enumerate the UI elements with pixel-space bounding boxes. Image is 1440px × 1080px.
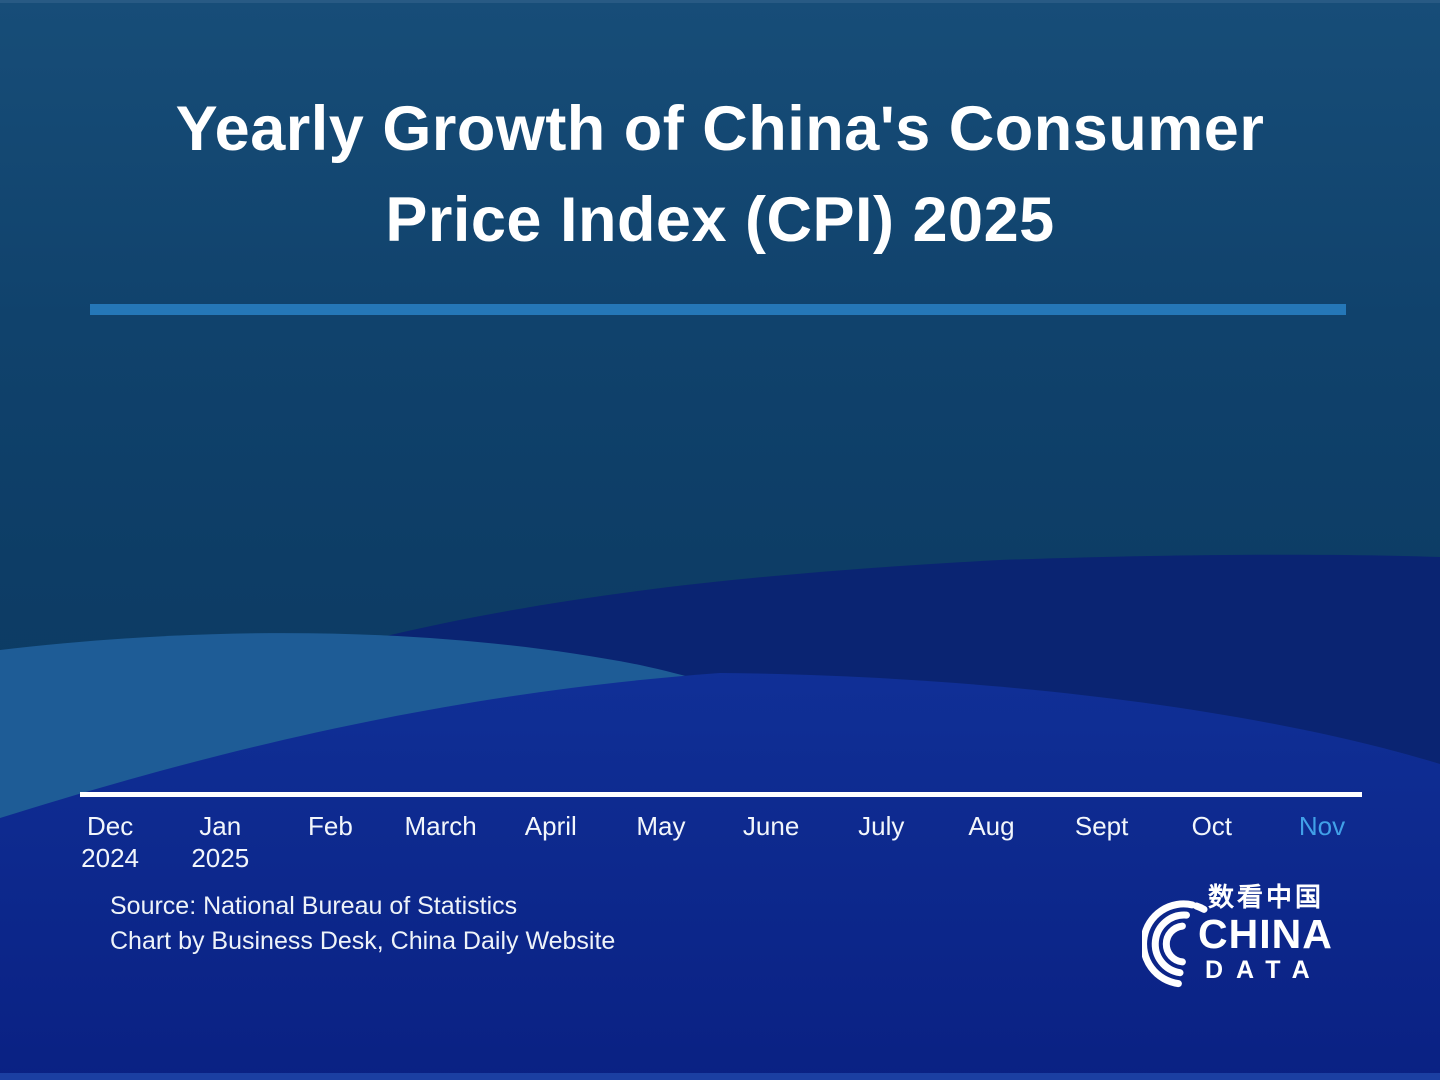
axis-month-label: Jan 2025 bbox=[191, 811, 250, 873]
axis-month-label: July bbox=[858, 811, 905, 841]
china-data-logo: 数看中国 CHINA DATA bbox=[1142, 882, 1362, 994]
axis-month-label: March bbox=[404, 811, 477, 841]
x-axis-labels: Dec 2024 Jan 2025 Feb March April May June July Au… bbox=[55, 810, 1377, 876]
axis-month-label: June bbox=[742, 811, 800, 841]
bottom-edge-strip bbox=[0, 1073, 1440, 1080]
axis-month-label: Dec 2024 bbox=[81, 811, 139, 873]
source-line: Source: National Bureau of Statistics bbox=[110, 892, 518, 920]
logo-chinese-name: 数看中国 bbox=[1208, 882, 1325, 912]
axis-month-label: Sept bbox=[1074, 811, 1129, 841]
axis-month-label: April bbox=[524, 811, 577, 841]
credit-line: Chart by Business Desk, China Daily Webs… bbox=[110, 927, 616, 955]
logo-arcs-icon bbox=[1142, 900, 1208, 988]
title-divider bbox=[90, 304, 1346, 315]
top-edge-strip bbox=[0, 0, 1440, 3]
source-block: Source: National Bureau of Statistics Ch… bbox=[110, 889, 615, 959]
logo-name-data: DATA bbox=[1205, 956, 1323, 984]
logo-text: 数看中国 CHINA DATA bbox=[1198, 882, 1333, 984]
chart-title-line1: Yearly Growth of China's Consumer bbox=[175, 94, 1265, 164]
axis-month-label: Feb bbox=[308, 811, 353, 841]
axis-month-label: Nov bbox=[1298, 811, 1346, 841]
logo-name-china: CHINA bbox=[1198, 911, 1333, 957]
chart-title-line2: Price Index (CPI) 2025 bbox=[385, 185, 1055, 255]
wave-royal-blue bbox=[0, 673, 1440, 1080]
x-axis-line bbox=[80, 792, 1362, 797]
axis-month-label: Aug bbox=[968, 811, 1015, 841]
axis-month-label: May bbox=[636, 811, 686, 841]
axis-month-label: Oct bbox=[1191, 811, 1233, 841]
plot-area bbox=[80, 330, 1362, 790]
chart-title: Yearly Growth of China's Consumer Price … bbox=[0, 84, 1440, 266]
